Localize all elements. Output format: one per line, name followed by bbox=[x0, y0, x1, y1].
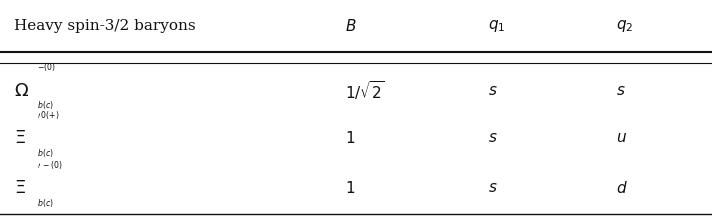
Text: $_{b(c)}$: $_{b(c)}$ bbox=[37, 99, 53, 112]
Text: $s$: $s$ bbox=[488, 181, 498, 195]
Text: $_{b(c)}$: $_{b(c)}$ bbox=[37, 197, 53, 210]
Text: $_{b(c)}$: $_{b(c)}$ bbox=[37, 147, 53, 160]
Text: $u$: $u$ bbox=[616, 131, 627, 145]
Text: Heavy spin-3/2 baryons: Heavy spin-3/2 baryons bbox=[14, 19, 196, 33]
Text: $\Xi$: $\Xi$ bbox=[14, 129, 26, 147]
Text: $s$: $s$ bbox=[616, 84, 626, 98]
Text: $^{-(0)}$: $^{-(0)}$ bbox=[37, 64, 56, 74]
Text: $\Xi$: $\Xi$ bbox=[14, 179, 26, 197]
Text: $\Omega$: $\Omega$ bbox=[14, 82, 29, 100]
Text: $s$: $s$ bbox=[488, 131, 498, 145]
Text: $1$: $1$ bbox=[345, 180, 355, 196]
Text: $^{\prime\,0(+)}$: $^{\prime\,0(+)}$ bbox=[37, 111, 59, 122]
Text: $1$: $1$ bbox=[345, 130, 355, 146]
Text: $q_1$: $q_1$ bbox=[488, 18, 505, 34]
Text: $^{\prime\,-(0)}$: $^{\prime\,-(0)}$ bbox=[37, 161, 63, 172]
Text: $B$: $B$ bbox=[345, 18, 357, 34]
Text: $1/\sqrt{2}$: $1/\sqrt{2}$ bbox=[345, 79, 385, 102]
Text: $d$: $d$ bbox=[616, 180, 628, 196]
Text: $s$: $s$ bbox=[488, 84, 498, 98]
Text: $q_2$: $q_2$ bbox=[616, 18, 633, 34]
